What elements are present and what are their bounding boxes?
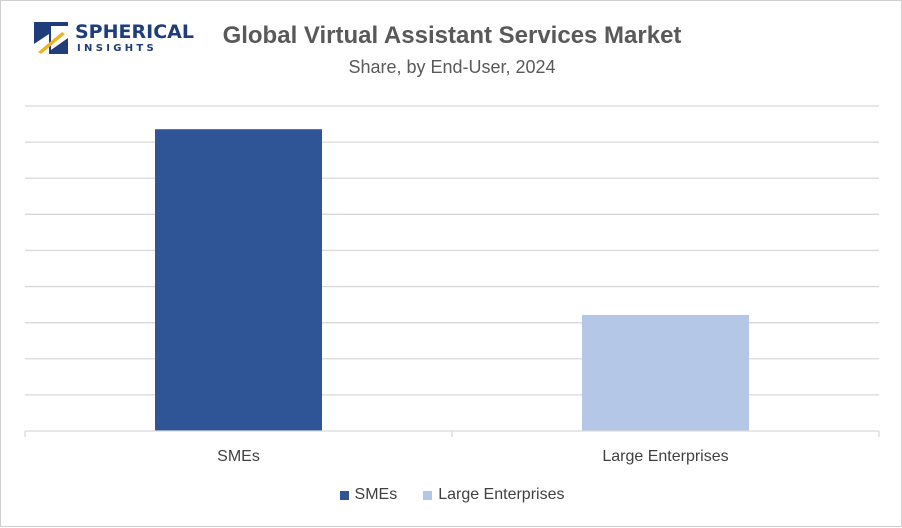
- x-tick-label: SMEs: [217, 448, 260, 465]
- bar-large-enterprises: [582, 314, 749, 431]
- chart-title: Global Virtual Assistant Services Market: [222, 22, 682, 49]
- logo-name: SPHERICAL: [75, 21, 194, 43]
- logo-mark-icon: [34, 22, 68, 54]
- legend-swatch-large-enterprises: [423, 490, 433, 500]
- spherical-insights-logo: SPHERICAL INSIGHTS: [34, 21, 194, 57]
- legend-swatch-smes: [339, 490, 349, 500]
- chart-legend: SMEs Large Enterprises: [1, 486, 902, 504]
- legend-label-large-enterprises: Large Enterprises: [438, 486, 565, 503]
- legend-item-smes: SMEs: [339, 486, 398, 504]
- legend-item-large-enterprises: Large Enterprises: [423, 486, 564, 504]
- bar-smes: [155, 129, 322, 431]
- legend-label-smes: SMEs: [354, 486, 398, 503]
- x-tick-label: Large Enterprises: [602, 448, 728, 465]
- logo-tagline: INSIGHTS: [77, 43, 158, 54]
- chart-subtitle: Share, by End-User, 2024: [348, 57, 556, 77]
